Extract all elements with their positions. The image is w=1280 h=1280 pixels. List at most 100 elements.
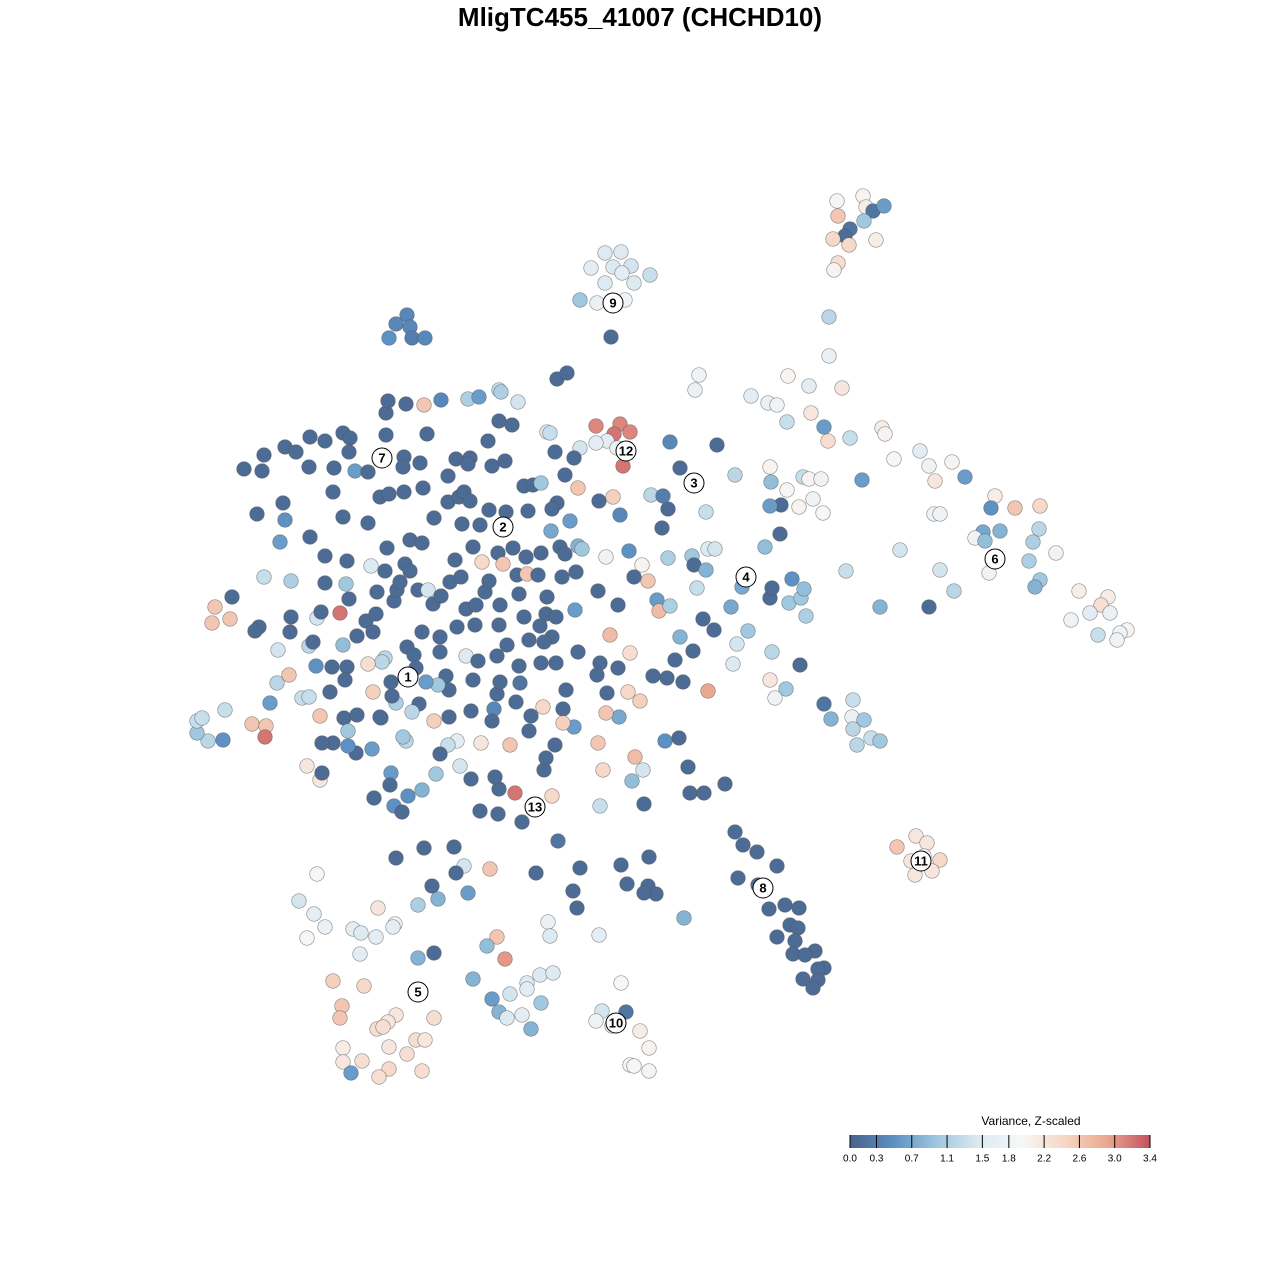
- cluster-label-badge: [752, 877, 774, 899]
- cluster-label: 10: [609, 1015, 623, 1030]
- point: [540, 914, 556, 930]
- point: [778, 681, 794, 697]
- point: [829, 193, 845, 209]
- point: [868, 232, 884, 248]
- point: [636, 796, 652, 812]
- cluster-label: 12: [619, 443, 633, 458]
- point: [420, 582, 436, 598]
- point: [536, 634, 552, 650]
- point: [382, 777, 398, 793]
- point: [337, 672, 353, 688]
- point: [309, 866, 325, 882]
- point: [574, 541, 590, 557]
- point: [762, 459, 778, 475]
- point: [511, 586, 527, 602]
- point: [591, 493, 607, 509]
- point: [194, 710, 210, 726]
- point: [636, 885, 652, 901]
- point: [590, 735, 606, 751]
- point: [480, 433, 496, 449]
- point: [381, 1039, 397, 1055]
- point: [414, 535, 430, 551]
- point: [484, 991, 500, 1007]
- point: [1007, 500, 1023, 516]
- point: [410, 897, 426, 913]
- point: [889, 839, 905, 855]
- point: [385, 919, 401, 935]
- point: [497, 951, 513, 967]
- point: [301, 689, 317, 705]
- point: [365, 684, 381, 700]
- point: [632, 693, 648, 709]
- cluster-label: 3: [690, 475, 697, 490]
- point: [441, 709, 457, 725]
- point: [302, 429, 318, 445]
- point: [613, 857, 629, 873]
- point: [463, 771, 479, 787]
- point: [542, 928, 558, 944]
- point: [499, 637, 515, 653]
- point: [813, 471, 829, 487]
- point: [780, 368, 796, 384]
- point: [635, 762, 651, 778]
- point: [354, 1053, 370, 1069]
- point: [572, 292, 588, 308]
- point: [277, 512, 293, 528]
- point: [449, 619, 465, 635]
- point: [448, 865, 464, 881]
- point: [946, 583, 962, 599]
- point: [565, 883, 581, 899]
- point: [465, 971, 481, 987]
- point: [797, 947, 813, 963]
- point: [305, 634, 321, 650]
- point: [992, 523, 1008, 539]
- colorbar-tick-label: 1.5: [975, 1154, 989, 1165]
- point: [312, 708, 328, 724]
- point: [302, 529, 318, 545]
- point: [447, 552, 463, 568]
- point: [511, 658, 527, 674]
- point: [508, 694, 524, 710]
- point: [497, 453, 513, 469]
- point: [557, 467, 573, 483]
- point: [339, 659, 355, 675]
- point: [378, 427, 394, 443]
- cluster-label: 1: [404, 669, 411, 684]
- point: [432, 629, 448, 645]
- point: [854, 472, 870, 488]
- point: [548, 609, 564, 625]
- point: [360, 656, 376, 672]
- point: [416, 397, 432, 413]
- colorbar-tick-label: 2.2: [1037, 1154, 1051, 1165]
- point: [727, 467, 743, 483]
- point: [769, 858, 785, 874]
- point: [462, 493, 478, 509]
- point: [792, 657, 808, 673]
- point: [682, 785, 698, 801]
- colorbar: [850, 1135, 1150, 1148]
- colorbar-tick-label: 1.1: [940, 1154, 954, 1165]
- point: [619, 876, 635, 892]
- cluster-label: 7: [378, 450, 385, 465]
- point: [1071, 583, 1087, 599]
- point: [533, 545, 549, 561]
- point: [484, 713, 500, 729]
- point: [222, 611, 238, 627]
- point: [779, 482, 795, 498]
- point: [820, 433, 836, 449]
- point: [1109, 632, 1125, 648]
- point: [272, 534, 288, 550]
- point: [735, 837, 751, 853]
- point: [283, 573, 299, 589]
- point: [404, 704, 420, 720]
- point: [356, 978, 372, 994]
- point: [892, 542, 908, 558]
- point: [454, 516, 470, 532]
- point: [761, 901, 777, 917]
- point: [932, 852, 948, 868]
- point: [816, 419, 832, 435]
- point: [200, 733, 216, 749]
- point: [395, 729, 411, 745]
- point: [514, 1007, 530, 1023]
- cluster-label: 5: [414, 984, 421, 999]
